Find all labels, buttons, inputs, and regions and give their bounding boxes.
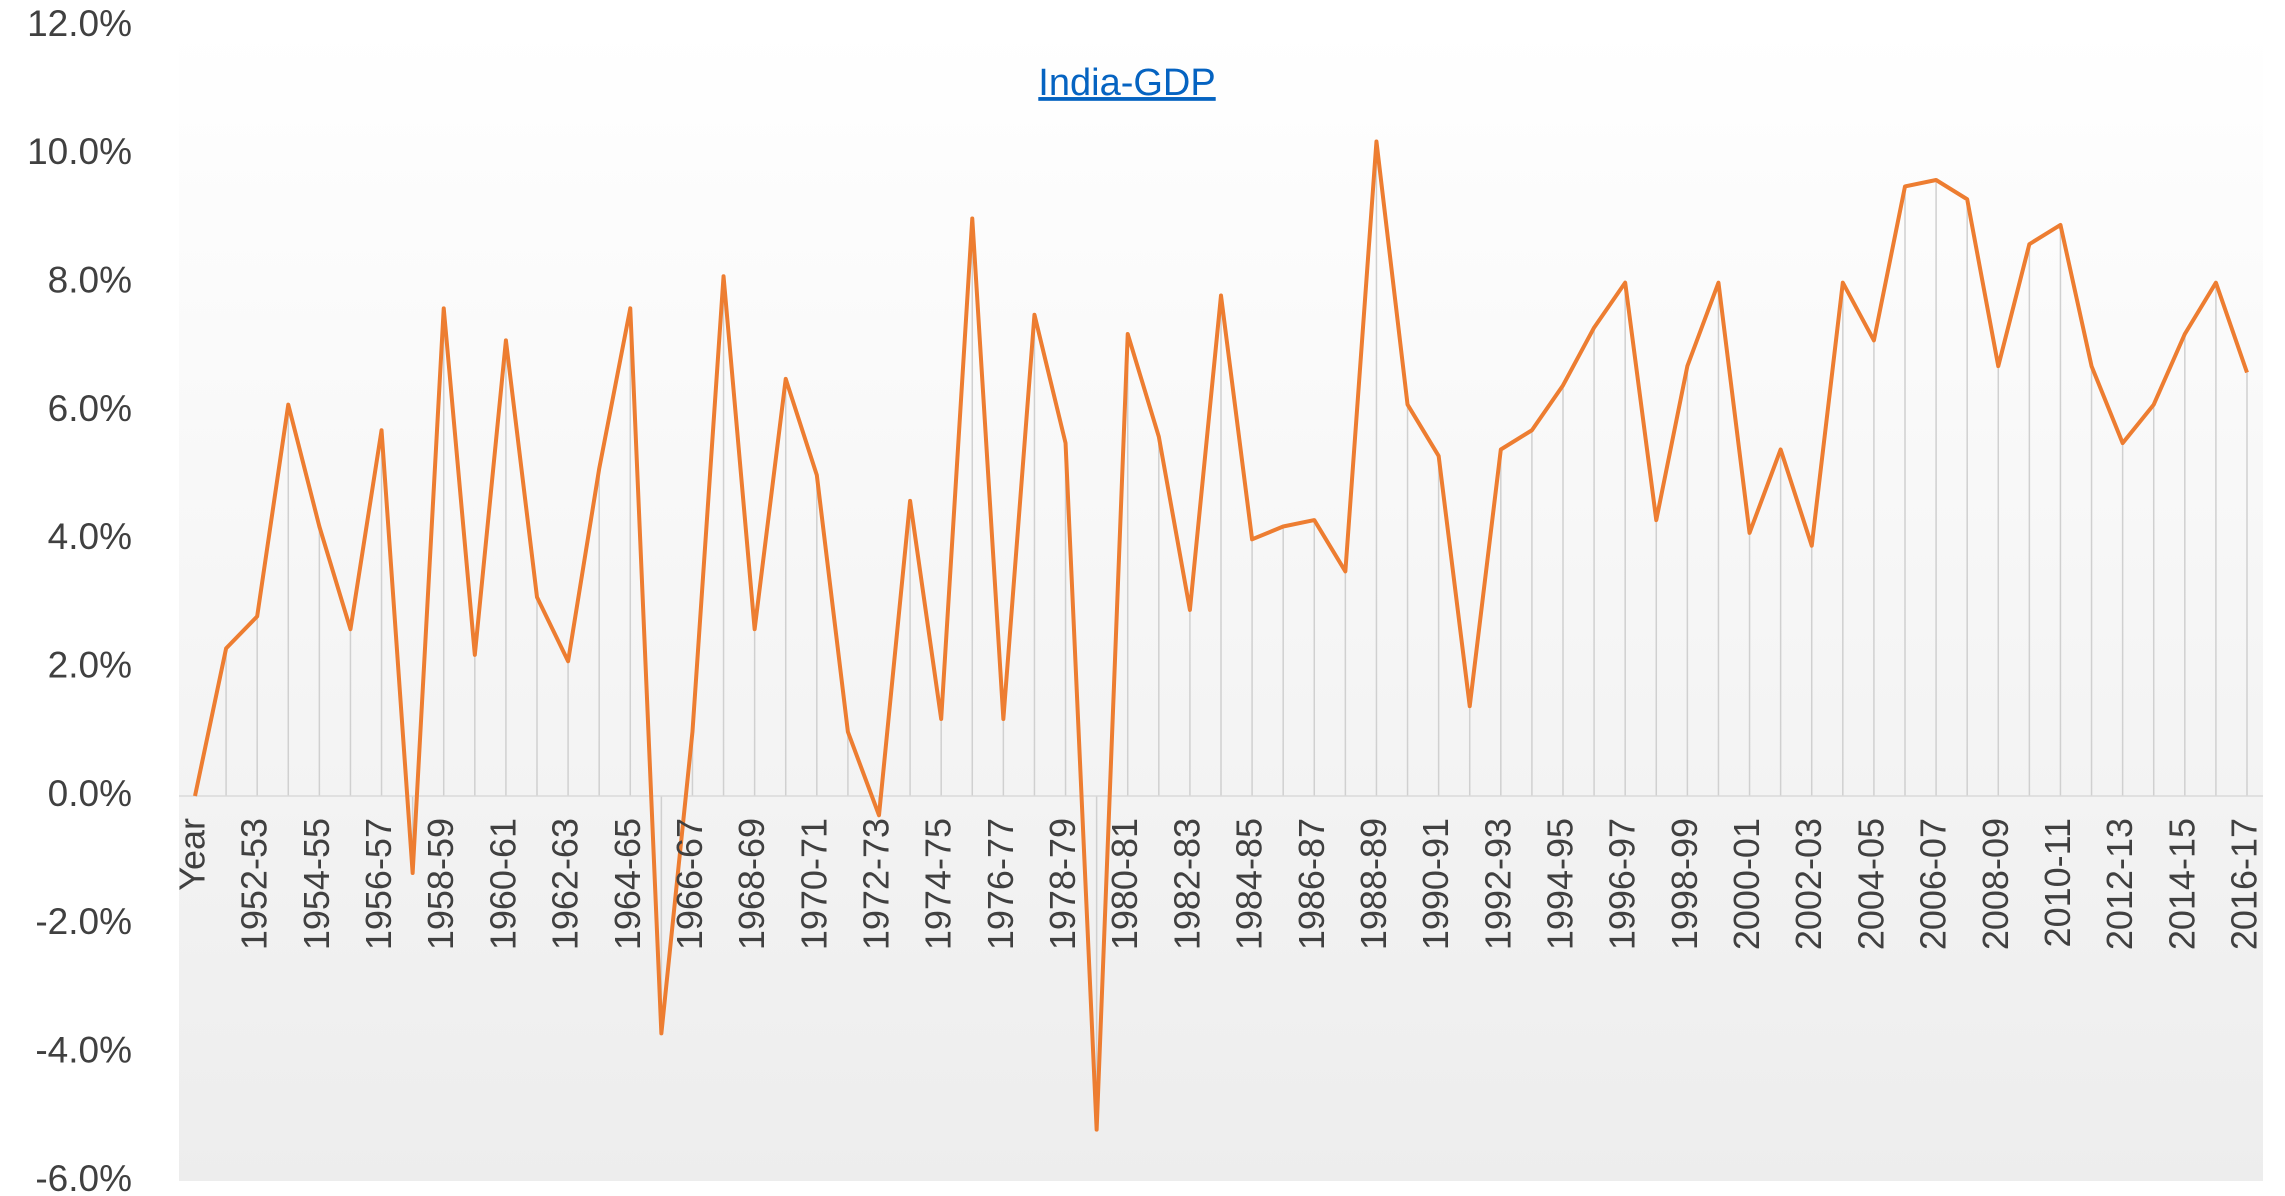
x-tick-label: 1968-69 bbox=[731, 818, 772, 950]
x-tick-label: 1986-87 bbox=[1291, 818, 1332, 950]
x-tick-label: 1954-55 bbox=[296, 818, 337, 950]
x-tick-label: 1974-75 bbox=[918, 818, 959, 950]
x-tick-label: 2006-07 bbox=[1913, 818, 1954, 950]
x-tick-label: 1988-89 bbox=[1353, 818, 1394, 950]
x-tick-label: 1962-63 bbox=[545, 818, 586, 950]
x-tick-label: 2014-15 bbox=[2161, 818, 2202, 950]
x-tick-label: 1976-77 bbox=[980, 818, 1021, 950]
x-tick-label: 1960-61 bbox=[482, 818, 523, 950]
x-tick-label: 1982-83 bbox=[1166, 818, 1207, 950]
x-tick-label: 1998-99 bbox=[1664, 818, 1705, 950]
y-tick-label: -2.0% bbox=[35, 901, 132, 942]
x-tick-label: 1952-53 bbox=[234, 818, 275, 950]
x-tick-label: 2000-01 bbox=[1726, 818, 1767, 950]
x-tick-label: 2012-13 bbox=[2099, 818, 2140, 950]
x-tick-label: 1990-91 bbox=[1415, 818, 1456, 950]
x-tick-label: 1996-97 bbox=[1602, 818, 1643, 950]
x-tick-label: 1958-59 bbox=[420, 818, 461, 950]
y-tick-label: 0.0% bbox=[48, 773, 132, 814]
x-tick-label: 1984-85 bbox=[1229, 818, 1270, 950]
x-tick-label: 2004-05 bbox=[1850, 818, 1891, 950]
x-tick-label: 1966-67 bbox=[669, 818, 710, 950]
data-line bbox=[193, 139, 2249, 1132]
x-tick-label: 1994-95 bbox=[1540, 818, 1581, 950]
x-tick-label: 1978-79 bbox=[1042, 818, 1083, 950]
y-tick-label: -4.0% bbox=[35, 1029, 132, 1070]
x-tick-label: 2008-09 bbox=[1975, 818, 2016, 950]
y-tick-label: 10.0% bbox=[27, 131, 132, 172]
y-tick-label: 8.0% bbox=[48, 259, 132, 300]
y-tick-label: -6.0% bbox=[35, 1158, 132, 1196]
chart-title: India-GDP bbox=[1038, 62, 1215, 104]
x-tick-label: 2016-17 bbox=[2224, 818, 2265, 950]
x-tick-label: 1992-93 bbox=[1477, 818, 1518, 950]
x-tick-label: 1970-71 bbox=[793, 818, 834, 950]
x-tick-label: 1972-73 bbox=[856, 818, 897, 950]
x-tick-label: 1980-81 bbox=[1104, 818, 1145, 950]
y-tick-label: 6.0% bbox=[48, 388, 132, 429]
y-tick-label: 12.0% bbox=[27, 3, 132, 44]
y-tick-label: 2.0% bbox=[48, 644, 132, 685]
x-tick-label: 2010-11 bbox=[2037, 818, 2078, 947]
x-tick-label: 1956-57 bbox=[358, 818, 399, 950]
y-tick-label: 4.0% bbox=[48, 516, 132, 557]
x-tick-label: 2002-03 bbox=[1788, 818, 1829, 950]
x-tick-label: Year bbox=[172, 818, 213, 891]
x-tick-label: 1964-65 bbox=[607, 818, 648, 950]
